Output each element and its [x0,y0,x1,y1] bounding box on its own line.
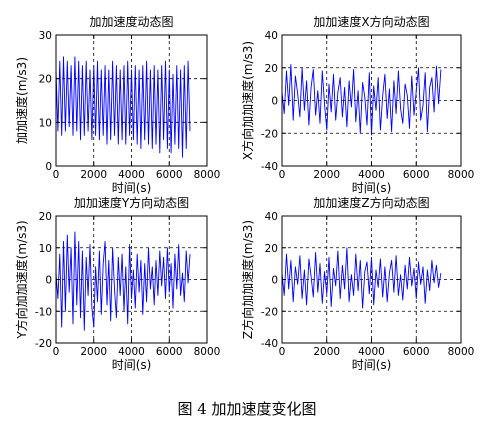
y-tick-label: 0 [271,96,278,108]
chart-title: 加加速度X方向动态图 [313,14,429,29]
y-tick-label: 10 [39,117,52,129]
x-tick-label: 2000 [313,169,340,181]
x-tick-label: 4000 [118,346,145,358]
x-tick-label: 0 [279,346,286,358]
y-tick-label: 0 [45,161,52,173]
y-axis-label: X方向加加速度(m/s3) [240,41,255,160]
x-tick-label: 8000 [448,346,475,358]
x-tick-label: 4000 [358,346,385,358]
x-tick-label: 0 [53,346,60,358]
chart-panel-2: 0 2000 4000 6000 8000 -40 -20 0 20 40 加加速度X方向动态图时间… [240,14,474,195]
x-tick-label: 8000 [194,346,221,358]
x-tick-label: 0 [279,169,286,181]
y-tick-label: 0 [271,275,278,287]
y-tick-label: 30 [39,30,52,42]
y-axis-label: 加加速度(m/s3) [14,57,29,144]
x-tick-label: 2000 [313,346,340,358]
x-axis-label: 时间(s) [352,358,392,372]
chart-title: 加加速度Y方向动态图 [74,195,189,210]
y-tick-label: 40 [265,211,278,223]
x-tick-label: 8000 [194,169,221,181]
chart-title: 加加速度Z方向动态图 [313,195,429,210]
y-tick-label: -20 [261,128,278,140]
x-tick-label: 4000 [118,169,145,181]
y-tick-label: -20 [261,306,278,318]
chart-panel-3: 0 2000 4000 6000 8000 -20 -10 0 10 20 加加速度Y方向动态图时间… [14,195,220,372]
y-tick-label: 20 [39,211,52,223]
x-axis-label: 时间(s) [112,181,152,195]
figure-caption: 图 4 加加速度变化图 [177,400,316,418]
y-tick-label: 20 [265,243,278,255]
x-tick-label: 6000 [403,169,430,181]
series-line [281,247,442,309]
y-tick-label: -40 [261,161,278,173]
y-tick-label: -20 [35,338,52,350]
y-tick-label: 10 [39,243,52,255]
x-axis-label: 时间(s) [352,181,392,195]
y-tick-label: 20 [265,63,278,75]
chart-panel-4: 0 2000 4000 6000 8000 -40 -20 0 20 40 加加速度Z方向动态图时间… [240,195,474,372]
y-tick-label: 20 [39,74,52,86]
y-tick-label: 40 [265,30,278,42]
series-line [55,231,191,331]
x-tick-label: 4000 [358,169,385,181]
chart-title: 加加速度动态图 [89,14,173,29]
x-tick-label: 6000 [156,346,183,358]
y-axis-label: Y方向加加速度(m/s3) [14,220,29,339]
series-line [55,56,191,158]
x-tick-label: 2000 [80,169,107,181]
y-axis-label: Z方向加加速度(m/s3) [240,220,255,339]
series-line [281,64,442,136]
x-tick-label: 6000 [403,346,430,358]
x-tick-label: 2000 [80,346,107,358]
x-tick-label: 0 [53,169,60,181]
x-tick-label: 8000 [448,169,475,181]
y-tick-label: -40 [261,338,278,350]
y-tick-label: -10 [35,306,52,318]
x-tick-label: 6000 [156,169,183,181]
x-axis-label: 时间(s) [112,358,152,372]
y-tick-label: 0 [45,275,52,287]
